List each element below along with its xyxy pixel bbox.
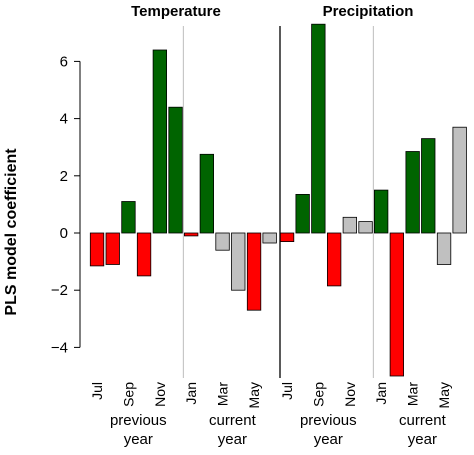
month-label: Jul [279, 382, 295, 400]
bar-temperature-may [246, 232, 262, 311]
group-label-line2: year [408, 431, 437, 448]
month-label: Jul [89, 382, 105, 400]
bar-precipitation-may [436, 232, 452, 265]
month-label: Nov [152, 382, 168, 407]
group-label-line1: current [209, 412, 257, 429]
month-label: Sep [310, 382, 326, 407]
bar-precipitation-aug [295, 193, 310, 234]
bar-temperature-mar [215, 232, 230, 251]
month-label: May [436, 382, 452, 408]
month-label: Mar [405, 382, 421, 406]
y-tick-label: −2 [51, 282, 68, 299]
bar-precipitation-jul [279, 232, 295, 243]
y-tick-label: 0 [60, 225, 68, 242]
bar-precipitation-dec [358, 221, 373, 234]
bar-temperature-oct [136, 232, 152, 277]
group-label-line1: previous [300, 412, 357, 429]
month-label: Nov [342, 382, 358, 407]
group-label-line2: year [314, 431, 343, 448]
bar-precipitation-sep [311, 23, 326, 234]
bar-precipitation-oct [326, 232, 342, 287]
bars-layer [89, 23, 467, 377]
month-label: Jan [373, 382, 389, 405]
y-axis-label: PLS model coefficient [3, 148, 20, 316]
bar-temperature-dec [168, 106, 183, 234]
panel-title: Precipitation [323, 3, 414, 20]
month-label: May [246, 382, 262, 408]
bar-temperature-sep [121, 201, 136, 234]
group-label-line2: year [218, 431, 247, 448]
label-layer: −4 −2 0 2 4 6 Temperature Jul Sep Nov Jan Mar May pre… [51, 3, 452, 448]
panel-title: Temperature [131, 3, 221, 20]
bar-temperature-aug [105, 232, 120, 265]
group-label-line2: year [124, 431, 153, 448]
group-label-line1: previous [110, 412, 167, 429]
month-label: Sep [120, 382, 136, 407]
y-tick-label: −4 [51, 339, 68, 356]
y-tick-label: 6 [60, 53, 68, 70]
month-label: Mar [215, 382, 231, 406]
bar-temperature-apr [231, 232, 246, 291]
bar-temperature-jul [89, 232, 105, 267]
bar-temperature-nov [152, 49, 168, 234]
group-label-line1: current [399, 412, 447, 429]
y-tick-label: 4 [60, 111, 68, 128]
bar-precipitation-apr [421, 138, 436, 234]
bar-temperature-jan [183, 232, 199, 237]
bar-precipitation-feb [389, 232, 405, 377]
bar-precipitation-mar [405, 151, 420, 234]
bar-precipitation-nov [342, 216, 358, 234]
y-tick-label: 2 [60, 168, 68, 185]
axis-layer [74, 26, 374, 378]
month-label: Jan [183, 382, 199, 405]
bar-precipitation-jan [373, 189, 389, 234]
bar-temperature-jun [262, 232, 277, 244]
bar-temperature-feb [199, 153, 215, 234]
bar-precipitation-jun [452, 126, 467, 234]
